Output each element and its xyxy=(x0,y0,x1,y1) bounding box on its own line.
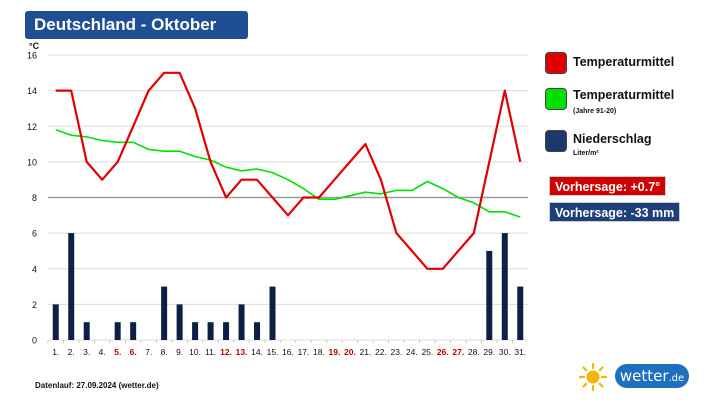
clim-line xyxy=(55,129,521,218)
y-tick-label: 14 xyxy=(27,86,37,96)
precip-bar xyxy=(161,286,168,340)
logo-text: wetter xyxy=(619,367,669,385)
x-tick-label: 3. xyxy=(83,347,90,357)
x-tick-label: 20. xyxy=(344,347,356,357)
precip-bar xyxy=(52,304,59,340)
y-tick-label: 16 xyxy=(27,51,37,61)
x-tick-label: 13. xyxy=(236,347,248,357)
precip-bar xyxy=(83,322,90,340)
y-tick-label: 2 xyxy=(32,300,37,310)
x-tick-label: 19. xyxy=(329,347,341,357)
y-tick-label: 10 xyxy=(27,157,37,167)
x-tick-label: 22. xyxy=(375,347,387,357)
precip-bar xyxy=(130,322,137,340)
x-tick-label: 17. xyxy=(298,347,310,357)
x-tick-label: 8. xyxy=(161,347,168,357)
x-tick-label: 16. xyxy=(282,347,294,357)
y-tick-label: 6 xyxy=(32,229,37,239)
precip-bar xyxy=(192,322,199,340)
wetter-logo: wetter.de xyxy=(578,362,693,392)
legend-precip-label: Niederschlag xyxy=(573,132,652,146)
x-tick-label: 30. xyxy=(499,347,511,357)
data-run-footer: Datenlauf: 27.09.2024 (wetter.de) xyxy=(35,381,159,390)
precip-bar xyxy=(238,304,245,340)
x-tick-label: 21. xyxy=(360,347,372,357)
x-tick-label: 24. xyxy=(406,347,418,357)
x-tick-label: 31. xyxy=(514,347,526,357)
x-tick-label: 5. xyxy=(114,347,121,357)
x-tick-label: 11. xyxy=(205,347,216,357)
legend-precip-swatch xyxy=(545,130,567,152)
precip-bar xyxy=(114,322,121,340)
x-tick-label: 9. xyxy=(176,347,183,357)
legend-temp-swatch xyxy=(545,52,567,74)
logo-wordmark: wetter.de xyxy=(615,364,689,388)
sun-icon xyxy=(578,362,608,392)
x-tick-label: 1. xyxy=(52,347,59,357)
precip-bar xyxy=(486,250,493,340)
legend-clim-swatch xyxy=(545,88,567,110)
x-tick-label: 12. xyxy=(220,347,232,357)
legend-precip-sub: Liter/m² xyxy=(573,150,599,157)
x-tick-label: 26. xyxy=(437,347,449,357)
precip-bar xyxy=(68,233,75,340)
precip-bar xyxy=(176,304,183,340)
x-tick-label: 4. xyxy=(99,347,106,357)
precip-bar xyxy=(517,286,524,340)
forecast-precip-badge: Vorhersage: -33 mm xyxy=(549,202,681,222)
x-tick-label: 25. xyxy=(421,347,433,357)
x-tick-label: 6. xyxy=(130,347,137,357)
y-axis-label: °C xyxy=(29,41,40,51)
legend-temp-label: Temperaturmittel xyxy=(573,55,675,69)
x-tick-label: 29. xyxy=(483,347,495,357)
x-tick-label: 28. xyxy=(468,347,480,357)
x-tick-label: 7. xyxy=(145,347,152,357)
x-tick-label: 2. xyxy=(68,347,75,357)
forecast-temp-badge: Vorhersage: +0.7° xyxy=(549,176,667,196)
legend-clim-sub: (Jahre 91-20) xyxy=(573,108,617,115)
x-tick-label: 14. xyxy=(251,347,263,357)
x-tick-label: 15. xyxy=(267,347,279,357)
precip-bar xyxy=(254,322,261,340)
x-tick-label: 27. xyxy=(452,347,464,357)
chart-title: Deutschland - Oktober xyxy=(34,15,217,34)
logo-suffix: .de xyxy=(668,373,685,384)
legend-clim-label: Temperaturmittel xyxy=(573,88,675,102)
title-banner: Deutschland - Oktober xyxy=(25,11,248,39)
temp-line xyxy=(55,71,522,270)
precip-bar xyxy=(223,322,230,340)
x-tick-label: 23. xyxy=(390,347,402,357)
y-tick-label: 8 xyxy=(32,193,37,203)
precip-bar xyxy=(269,286,276,340)
x-tick-label: 10. xyxy=(189,347,201,357)
x-tick-label: 18. xyxy=(313,347,325,357)
y-tick-label: 0 xyxy=(32,336,37,346)
precip-bar xyxy=(501,233,508,340)
y-tick-label: 12 xyxy=(27,122,37,132)
y-tick-label: 4 xyxy=(32,264,37,274)
precip-bar xyxy=(207,322,214,340)
